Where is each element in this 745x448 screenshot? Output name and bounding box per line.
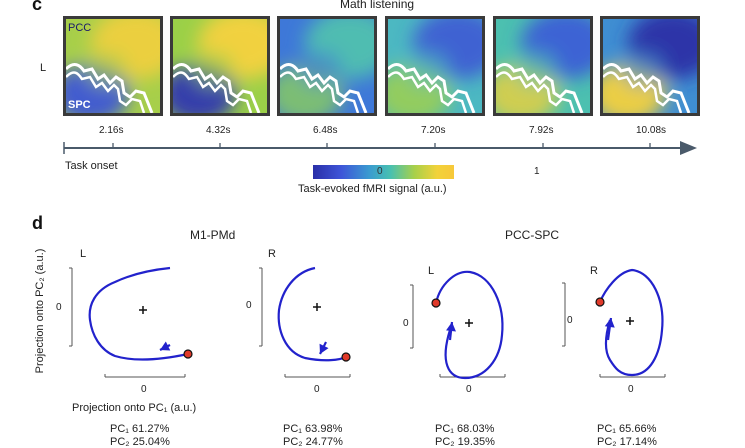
brain-map-tile <box>385 16 485 116</box>
pc2-variance-label: PC₂ 25.04% <box>110 436 170 448</box>
x-axis-label: Projection onto PC₁ (a.u.) <box>72 402 197 414</box>
brain-map-tile <box>277 16 377 116</box>
hemisphere-label: R <box>268 248 276 260</box>
pc1-variance-label: PC₁ 65.66% <box>597 423 657 435</box>
pc1-variance-label: PC₁ 68.03% <box>435 423 495 435</box>
trajectory-line <box>88 266 189 361</box>
brain-map-tile <box>170 16 270 116</box>
y-zero-tick-label: 0 <box>56 302 62 313</box>
pc2-variance-label: PC₂ 19.35% <box>435 436 495 448</box>
time-axis-arrowhead <box>680 141 697 155</box>
hemisphere-label: R <box>590 265 598 277</box>
trajectory-start-marker <box>595 297 605 307</box>
time-tick-label: 6.48s <box>313 125 338 136</box>
colorbar-tick-1: 1 <box>534 166 540 177</box>
trajectory-start-marker <box>431 298 441 308</box>
trajectory-arrowhead <box>604 318 615 328</box>
trajectory-arrowhead <box>446 322 456 332</box>
hemisphere-label: L <box>428 265 435 277</box>
pca-plot <box>410 270 506 380</box>
panel-letter-c: c <box>32 0 43 14</box>
colorbar <box>313 165 454 179</box>
trajectory-start-marker <box>341 352 351 362</box>
time-tick-label: 2.16s <box>99 125 124 136</box>
brain-map-tile <box>63 16 163 116</box>
trajectory-line <box>598 268 664 377</box>
hemisphere-label-c: L <box>40 62 47 74</box>
time-axis <box>63 141 697 155</box>
trajectory-arrowhead <box>160 341 171 351</box>
brain-map-tile <box>600 16 700 116</box>
trajectory-start-marker <box>183 349 193 359</box>
colorbar-label: Task-evoked fMRI signal (a.u.) <box>298 183 447 195</box>
task-onset-label: Task onset <box>65 160 118 172</box>
time-tick-label: 7.20s <box>421 125 446 136</box>
pc1-variance-label: PC₁ 63.98% <box>283 423 343 435</box>
y-zero-tick-label: 0 <box>246 300 252 311</box>
time-tick-label: 4.32s <box>206 125 231 136</box>
x-zero-tick-label: 0 <box>314 384 320 395</box>
pc1-variance-label: PC₁ 61.27% <box>110 423 170 435</box>
pca-plot <box>69 266 193 378</box>
colorbar-tick-0: 0 <box>377 166 383 177</box>
trajectory-line <box>434 270 504 380</box>
x-zero-tick-label: 0 <box>466 384 472 395</box>
region-label-spc: SPC <box>68 99 91 111</box>
trajectory-arrowhead <box>319 343 329 354</box>
region-label-pcc: PCC <box>68 22 92 34</box>
pca-plot <box>259 266 351 378</box>
group-title-pcc-spc: PCC-SPC <box>505 228 560 242</box>
pc2-variance-label: PC₂ 24.77% <box>283 436 343 448</box>
panel-c-title: Math listening <box>340 0 415 11</box>
time-tick-label: 7.92s <box>529 125 554 136</box>
pca-plot <box>562 268 666 378</box>
x-zero-tick-label: 0 <box>141 384 147 395</box>
y-zero-tick-label: 0 <box>567 315 573 326</box>
pc2-variance-label: PC₂ 17.14% <box>597 436 657 448</box>
x-zero-tick-label: 0 <box>628 384 634 395</box>
time-tick-label: 10.08s <box>636 125 667 136</box>
y-zero-tick-label: 0 <box>403 318 409 329</box>
panel-letter-d: d <box>32 213 43 233</box>
trajectory-line <box>277 266 347 362</box>
brain-map-tile <box>493 16 593 116</box>
hemisphere-label: L <box>80 248 87 260</box>
group-title-m1-pmd: M1-PMd <box>190 228 236 242</box>
